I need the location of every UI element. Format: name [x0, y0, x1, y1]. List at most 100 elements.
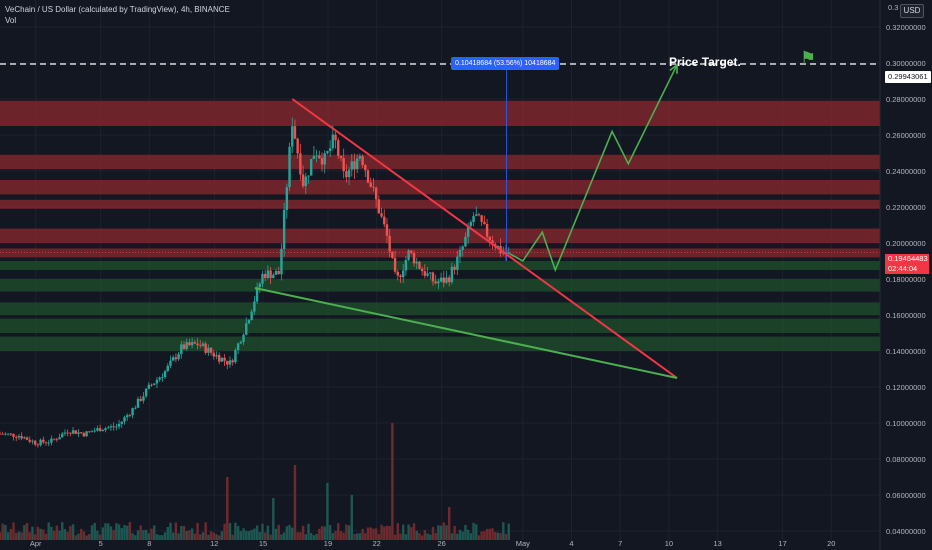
candle-body	[199, 345, 202, 346]
volume-bar	[139, 525, 142, 540]
volume-bar	[269, 534, 272, 540]
volume-bar	[466, 529, 470, 540]
volume-bar	[296, 532, 299, 540]
volume-bar	[61, 522, 64, 540]
candle-body	[171, 357, 175, 361]
candle-body	[139, 398, 142, 401]
candle-body	[426, 273, 429, 276]
volume-bar	[499, 533, 502, 540]
volume-bar	[391, 423, 394, 540]
candle-body	[153, 383, 156, 385]
candle-body	[415, 261, 418, 264]
volume-bar	[274, 528, 278, 540]
candle-body	[437, 281, 440, 284]
volume-bar	[407, 524, 410, 540]
candle-body	[442, 277, 445, 283]
candle-body	[96, 428, 99, 431]
volume-bar	[47, 522, 50, 540]
volume-bar	[28, 532, 31, 540]
candle-body	[291, 126, 294, 147]
volume-bar	[125, 525, 129, 540]
current-price-label: 0.19464483 02:44:04	[885, 254, 929, 274]
candle-body	[450, 266, 454, 283]
volume-bar	[261, 523, 264, 540]
volume-bar	[361, 528, 364, 540]
candle-body	[231, 360, 234, 363]
time-tick-label: May	[516, 539, 530, 548]
volume-bar	[123, 524, 126, 540]
current-price-value: 0.19464483	[888, 254, 928, 263]
volume-bar	[120, 528, 123, 540]
price-tick-label: 0.10000000	[886, 419, 926, 428]
sr-zones	[0, 100, 880, 351]
volume-bar	[491, 528, 494, 540]
price-tick-label: 0.32000000	[886, 23, 926, 32]
volume-bar	[236, 525, 240, 540]
candle-body	[274, 271, 278, 275]
volume-bar	[396, 523, 399, 540]
candle-body	[263, 273, 267, 279]
candle-body	[391, 251, 394, 259]
candle-body	[345, 171, 348, 178]
volume-bar	[326, 483, 329, 540]
candle-body	[69, 432, 72, 434]
candle-body	[220, 357, 224, 362]
price-tick-label: 0.08000000	[886, 455, 926, 464]
candle-body	[269, 270, 272, 279]
volume-bar	[355, 533, 359, 540]
volume-bar	[277, 524, 280, 540]
price-tick-label: 0.12000000	[886, 383, 926, 392]
volume-bar	[215, 534, 218, 540]
volume-bar	[450, 533, 454, 540]
volume-bar	[263, 532, 267, 540]
volume-bar	[399, 533, 402, 540]
candle-body	[429, 272, 432, 274]
volume-bar	[79, 528, 83, 540]
time-tick-label: 22	[373, 539, 381, 548]
volume-bar	[196, 523, 199, 540]
candle-body	[293, 126, 297, 139]
candle-body	[226, 360, 229, 365]
candle-body	[380, 213, 383, 217]
volume-bar	[415, 530, 418, 540]
candle-body	[201, 343, 205, 346]
candle-body	[109, 426, 113, 428]
time-tick-label: 10	[665, 539, 673, 548]
volume-bar	[393, 534, 397, 540]
candle-body	[90, 431, 94, 433]
candle-body	[245, 323, 248, 335]
volume-bar	[1, 523, 4, 540]
candle-body	[55, 439, 59, 441]
candle-body	[393, 258, 397, 272]
time-tick-label: 7	[618, 539, 622, 548]
candle-body	[117, 423, 121, 427]
volume-bar	[212, 532, 215, 540]
candle-body	[469, 222, 473, 227]
candle-body	[282, 209, 286, 249]
candle-body	[0, 433, 2, 435]
candle-body	[404, 259, 408, 271]
volume-bar	[204, 522, 207, 540]
candle-body	[142, 396, 145, 401]
candle-body	[347, 169, 351, 178]
time-tick-label: 13	[713, 539, 721, 548]
price-tick-label: 0.16000000	[886, 311, 926, 320]
volume-bar	[475, 524, 478, 540]
currency-button[interactable]: USD	[900, 4, 924, 18]
volume-bar	[17, 531, 21, 540]
volume-bar	[423, 530, 427, 540]
volume-bar	[131, 533, 134, 540]
volume-bar	[247, 531, 251, 540]
volume-bar	[315, 533, 318, 540]
price-tick-label: 0.06000000	[886, 491, 926, 500]
volume-label: Vol	[5, 16, 17, 25]
volume-bar	[439, 525, 443, 540]
volume-bar	[0, 532, 2, 540]
volume-bar	[107, 523, 110, 540]
volume-bar	[485, 528, 489, 540]
volume-bar	[142, 530, 145, 540]
candle-body	[318, 155, 321, 159]
volume-bar	[201, 532, 205, 540]
price-tick-label: 0.26000000	[886, 131, 926, 140]
